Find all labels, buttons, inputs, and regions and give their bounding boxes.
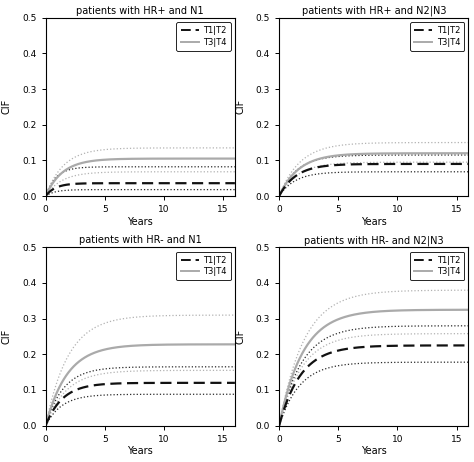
X-axis label: Years: Years xyxy=(128,217,153,227)
X-axis label: Years: Years xyxy=(361,217,387,227)
Y-axis label: CIF: CIF xyxy=(235,99,245,115)
Legend: T1|T2, T3|T4: T1|T2, T3|T4 xyxy=(176,22,231,51)
Title: patients with HR- and N1: patients with HR- and N1 xyxy=(79,235,201,245)
Y-axis label: CIF: CIF xyxy=(235,329,245,344)
Legend: T1|T2, T3|T4: T1|T2, T3|T4 xyxy=(176,251,231,280)
Title: patients with HR+ and N2|N3: patients with HR+ and N2|N3 xyxy=(301,6,446,16)
Legend: T1|T2, T3|T4: T1|T2, T3|T4 xyxy=(410,22,464,51)
X-axis label: Years: Years xyxy=(361,446,387,456)
Title: patients with HR+ and N1: patients with HR+ and N1 xyxy=(76,6,204,16)
X-axis label: Years: Years xyxy=(128,446,153,456)
Y-axis label: CIF: CIF xyxy=(1,99,11,115)
Title: patients with HR- and N2|N3: patients with HR- and N2|N3 xyxy=(304,235,444,246)
Y-axis label: CIF: CIF xyxy=(1,329,11,344)
Legend: T1|T2, T3|T4: T1|T2, T3|T4 xyxy=(410,251,464,280)
